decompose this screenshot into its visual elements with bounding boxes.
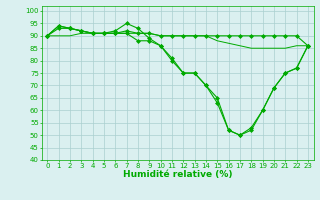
X-axis label: Humidité relative (%): Humidité relative (%) [123,170,232,179]
